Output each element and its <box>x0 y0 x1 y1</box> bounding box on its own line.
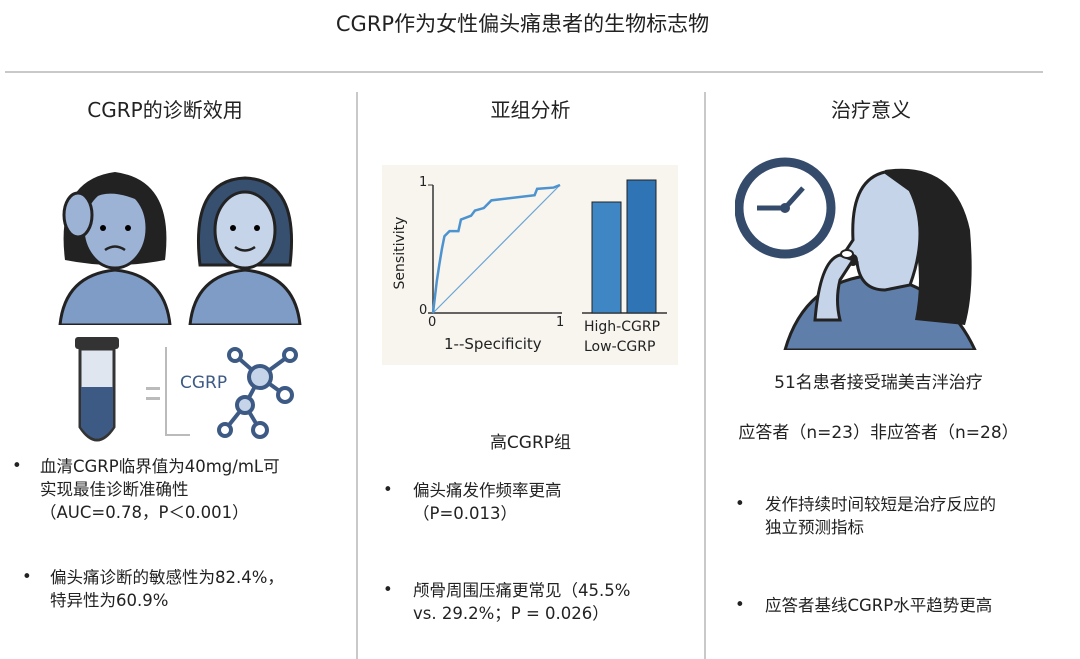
text-line: 应答者基线CGRP水平趋势更高 <box>765 596 993 615</box>
bar-label: Low-CGRP <box>584 339 656 355</box>
col2-heading: 亚组分析 <box>490 98 571 122</box>
text-line: 颅骨周围压痛更常见（45.5% <box>413 581 631 600</box>
text-line: 偏头痛诊断的敏感性为82.4%， <box>50 568 284 587</box>
women-illustration <box>58 172 302 325</box>
y-axis-label: Sensitivity <box>392 216 408 290</box>
text-line: 独立预测指标 <box>765 518 864 537</box>
bullet-icon: • <box>383 480 393 499</box>
reference-diagonal <box>432 184 561 314</box>
col3-heading: 治疗意义 <box>831 98 911 122</box>
col3-bullet-1: 发作持续时间较短是治疗反应的 独立预测指标 <box>765 493 996 539</box>
text-line: 血清CGRP临界值为40mg/mL可 <box>40 457 280 476</box>
calm-woman-icon <box>188 176 302 325</box>
title-divider <box>5 71 1043 73</box>
y-tick: 0 <box>419 303 428 318</box>
bar-label: High-CGRP <box>584 319 661 335</box>
col1-bullet-2: 偏头痛诊断的敏感性为82.4%， 特异性为60.9% <box>50 566 284 612</box>
x-tick: 0 <box>428 315 437 330</box>
col3-bullet-2: 应答者基线CGRP水平趋势更高 <box>765 594 992 617</box>
roc-figure: Sensitivity 1 0 0 1 1--Specificity High-… <box>382 165 678 365</box>
patients-label: 51名患者接受瑞美吉泮治疗 <box>774 373 983 393</box>
bullet-icon: • <box>735 595 745 614</box>
col1-bullet-1: 血清CGRP临界值为40mg/mL可 实现最佳诊断准确性 （AUC=0.78，P… <box>40 455 280 524</box>
molecule-icon <box>217 347 298 439</box>
woman-taking-pill-icon <box>783 168 977 350</box>
bullet-icon: • <box>12 456 22 475</box>
equals-icon <box>146 387 160 400</box>
text-line: vs. 29.2%；P = 0.026） <box>413 604 609 623</box>
blood-tube-icon <box>75 337 119 442</box>
page-title: CGRP作为女性偏头痛患者的生物标志物 <box>335 12 710 36</box>
col2-bullet-1: 偏头痛发作频率更高 （P=0.013） <box>413 479 562 525</box>
x-axis-label: 1--Specificity <box>444 335 542 353</box>
group-label: 高CGRP组 <box>489 433 572 453</box>
y-tick: 1 <box>419 175 428 190</box>
text-line: 特异性为60.9% <box>50 591 169 610</box>
tube-equals-molecule-illustration <box>75 337 298 442</box>
col1-heading: CGRP的诊断效用 <box>87 98 243 122</box>
text-line: 实现最佳诊断准确性 <box>40 480 189 499</box>
clock-icon <box>735 157 836 259</box>
text-line: 偏头痛发作频率更高 <box>413 481 562 500</box>
text-line: （AUC=0.78，P＜0.001） <box>40 503 249 522</box>
worried-woman-icon <box>58 172 172 325</box>
groups-label: 应答者（n=23）非应答者（n=28） <box>738 423 1019 443</box>
molecule-label: CGRP <box>180 373 228 393</box>
column-divider <box>356 92 358 659</box>
text-line: （P=0.013） <box>413 504 518 523</box>
bullet-icon: • <box>383 580 393 599</box>
roc-curve <box>431 183 561 314</box>
bullet-icon: • <box>735 494 745 513</box>
text-line: 发作持续时间较短是治疗反应的 <box>765 495 996 514</box>
bar-high-cgrp <box>591 201 622 314</box>
col2-bullet-2: 颅骨周围压痛更常见（45.5% vs. 29.2%；P = 0.026） <box>413 579 630 625</box>
patient-illustration <box>735 157 977 350</box>
column-divider <box>704 92 706 659</box>
x-tick: 1 <box>556 315 565 330</box>
bar-low-cgrp <box>626 179 657 314</box>
bullet-icon: • <box>22 567 32 586</box>
